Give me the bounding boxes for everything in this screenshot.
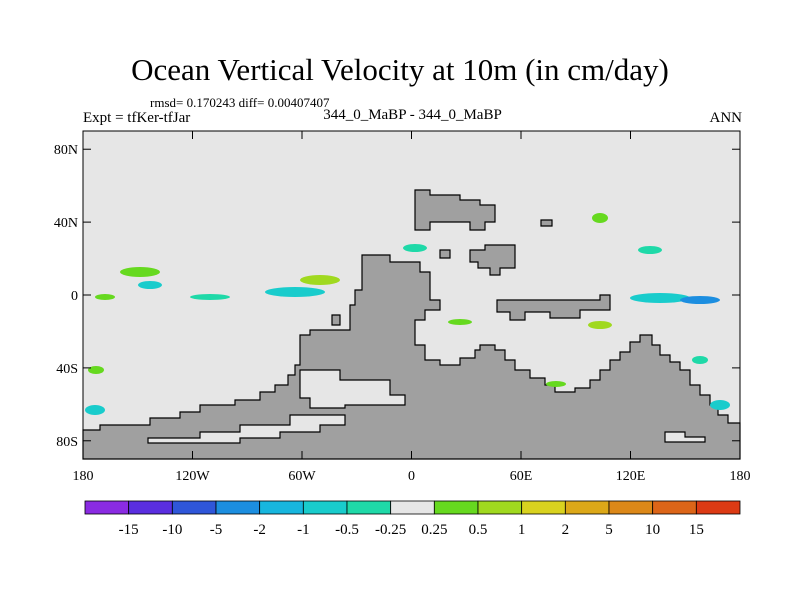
colorbar-label: -0.25 xyxy=(375,522,406,538)
anomaly-blob xyxy=(85,405,105,415)
land-main xyxy=(82,254,741,460)
colorbar-swatch xyxy=(695,500,741,515)
colorbar-label: 10 xyxy=(645,522,660,538)
map-title: Ocean Vertical Velocity at 10m (in cm/da… xyxy=(131,52,669,87)
colorbar-label: 5 xyxy=(605,522,613,538)
season-label: ANN xyxy=(709,110,743,126)
anomaly-blob xyxy=(190,294,230,300)
anomaly-blob xyxy=(403,244,427,252)
anomaly-blob xyxy=(588,321,612,329)
colorbar-swatch xyxy=(433,500,479,515)
colorbar-swatch xyxy=(564,500,610,515)
colorbar-label: -10 xyxy=(162,522,182,538)
y-tick-label: 40S xyxy=(56,362,78,377)
anomaly-blob xyxy=(638,246,662,254)
land-interior-gap-3 xyxy=(664,431,706,443)
x-tick-label: 180 xyxy=(730,469,751,484)
colorbar-swatch xyxy=(84,500,130,515)
colorbar-label: 1 xyxy=(518,522,526,538)
colorbar-label: -15 xyxy=(119,522,139,538)
colorbar-label: -1 xyxy=(297,522,310,538)
colorbar-label: -2 xyxy=(253,522,266,538)
colorbar-label: 2 xyxy=(562,522,570,538)
colorbar-label: 0.25 xyxy=(421,522,447,538)
anomaly-blob xyxy=(265,287,325,297)
y-axis: 80N 40N 0 40S 80S xyxy=(54,143,740,450)
colorbar-label: 15 xyxy=(689,522,704,538)
anomaly-blob xyxy=(630,293,690,303)
anomaly-blob xyxy=(710,400,730,410)
experiment-label: Expt = tfKer-tfJar xyxy=(83,110,191,126)
land-small-island-2 xyxy=(439,249,451,259)
colorbar-swatch xyxy=(521,500,566,515)
colorbar: -15 -10 -5 -2 -1 -0.5 -0.25 0.25 0.5 1 2 5 10 15 xyxy=(84,500,741,538)
colorbar-swatch xyxy=(652,500,697,515)
colorbar-swatch xyxy=(171,500,217,515)
anomaly-blob xyxy=(88,366,104,374)
colorbar-label: 0.5 xyxy=(469,522,488,538)
land-central xyxy=(469,244,516,276)
land-eastern-strip xyxy=(496,294,611,321)
anomaly-blob xyxy=(592,213,608,223)
velocity-anomalies xyxy=(85,213,730,415)
land-north-america xyxy=(414,189,496,231)
land-masses xyxy=(82,189,741,460)
x-tick-label: 120W xyxy=(175,469,210,484)
colorbar-swatch xyxy=(215,500,261,515)
colorbar-swatch xyxy=(390,500,435,515)
case-label: 344_0_MaBP - 344_0_MaBP xyxy=(323,107,502,123)
anomaly-blob xyxy=(300,275,340,285)
colorbar-label: -5 xyxy=(210,522,223,538)
y-tick-label: 0 xyxy=(71,289,78,304)
colorbar-label: -0.5 xyxy=(335,522,359,538)
x-tick-label: 0 xyxy=(408,469,415,484)
y-tick-label: 80S xyxy=(56,435,78,450)
colorbar-swatch xyxy=(608,500,654,515)
colorbar-swatch xyxy=(259,500,304,515)
land-west-spot xyxy=(331,314,341,326)
y-tick-label: 40N xyxy=(54,216,78,231)
anomaly-blob xyxy=(448,319,472,325)
anomaly-blob xyxy=(138,281,162,289)
x-tick-label: 180 xyxy=(73,469,94,484)
colorbar-swatch xyxy=(477,500,523,515)
stats-text: rmsd= 0.170243 diff= 0.00407407 xyxy=(150,95,330,110)
anomaly-blob xyxy=(120,267,160,277)
anomaly-blob xyxy=(546,381,566,387)
x-axis: 180 120W 60W 0 60E 120E 180 xyxy=(73,131,751,484)
x-tick-label: 60W xyxy=(288,469,316,484)
colorbar-swatch xyxy=(128,500,173,515)
land-interior-gap-2 xyxy=(147,414,346,444)
anomaly-blob xyxy=(692,356,708,364)
land-interior-gap-1 xyxy=(299,369,406,409)
x-tick-label: 60E xyxy=(510,469,533,484)
colorbar-swatch xyxy=(346,500,392,515)
colorbar-swatch xyxy=(302,500,348,515)
anomaly-blob xyxy=(95,294,115,300)
y-tick-label: 80N xyxy=(54,143,78,158)
x-tick-label: 120E xyxy=(616,469,646,484)
land-small-island-1 xyxy=(540,219,553,227)
anomaly-blob xyxy=(680,296,720,304)
